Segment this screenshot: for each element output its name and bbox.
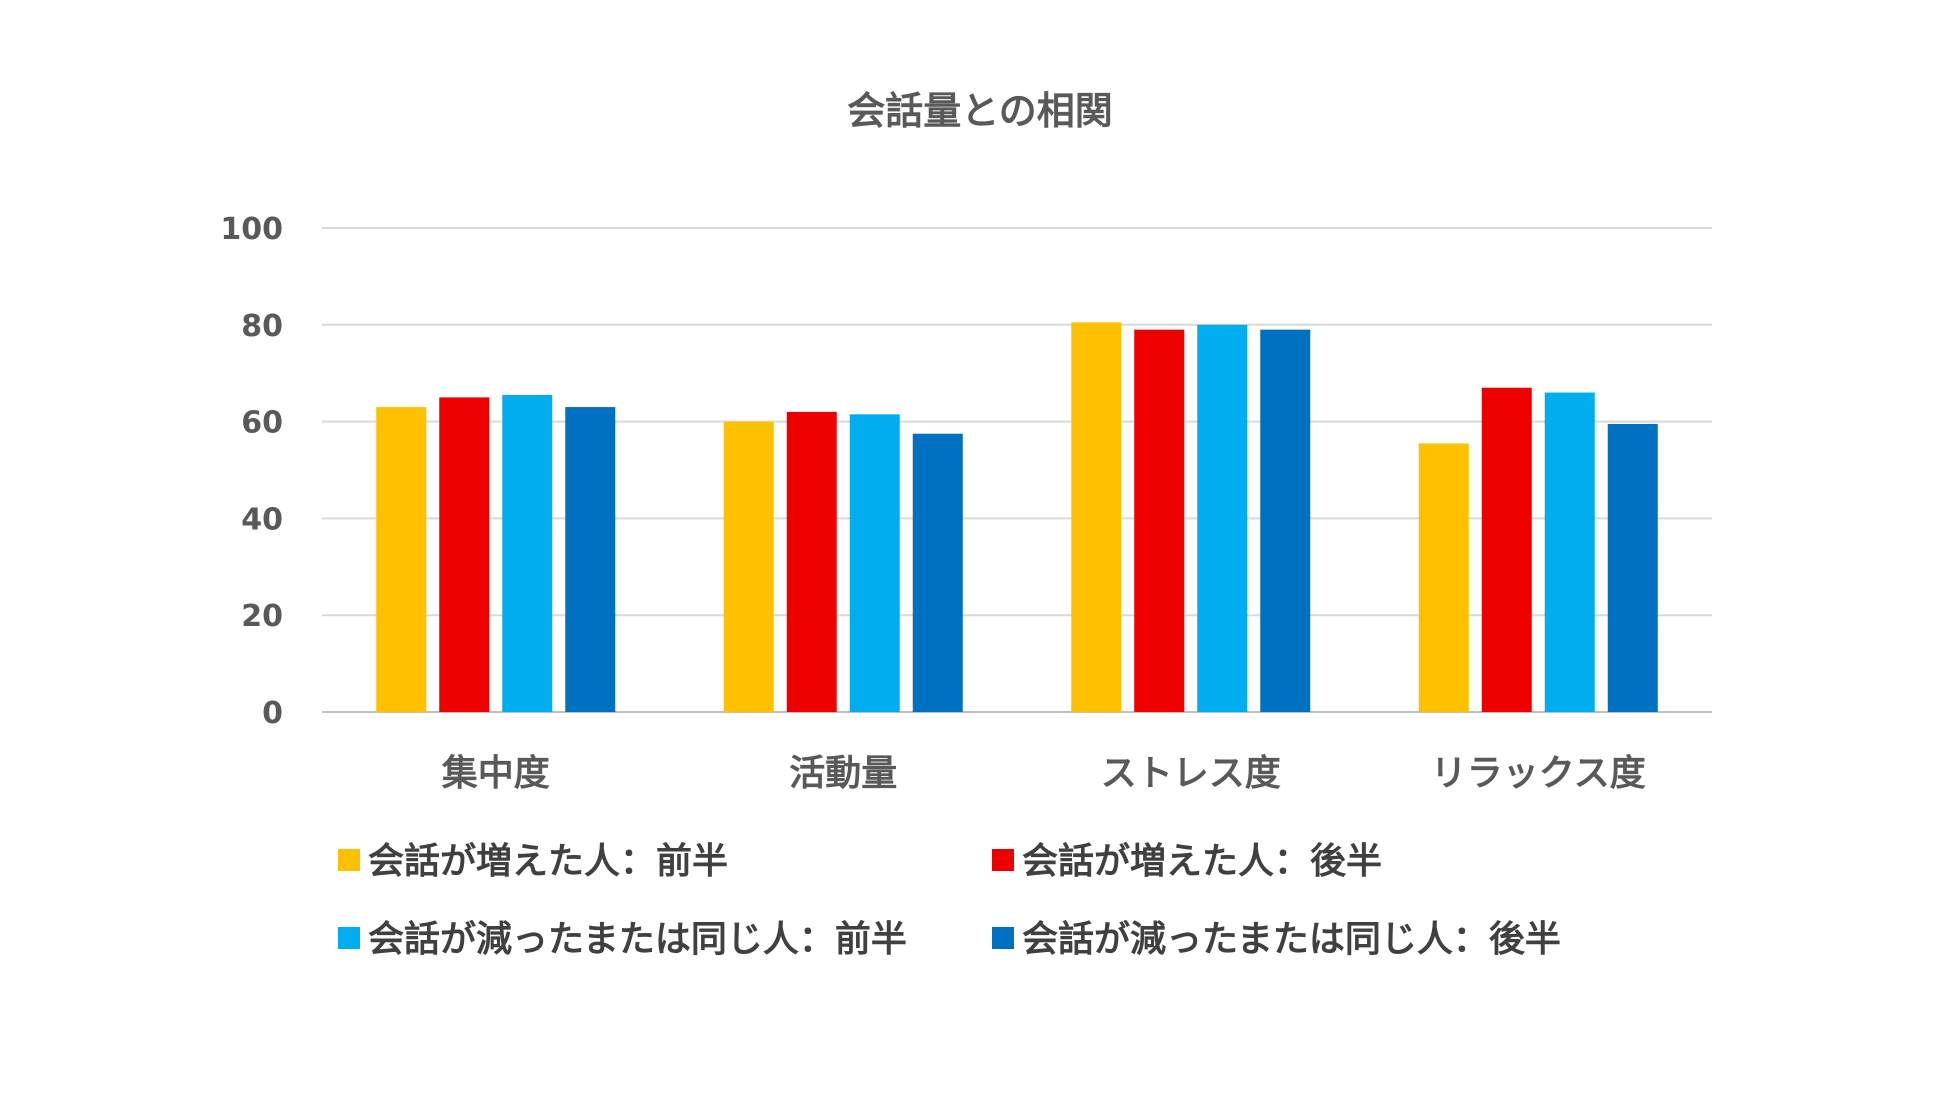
chart-title: 会話量との相関 bbox=[847, 89, 1113, 133]
y-tick-label: 40 bbox=[241, 502, 283, 537]
bar-series-1-category-3 bbox=[1071, 322, 1122, 712]
bar-series-2-category-4 bbox=[1481, 387, 1532, 712]
x-axis-ticks: 集中度 活動量 ストレス度 リラックス度 bbox=[441, 753, 1646, 794]
bar-series-1-category-4 bbox=[1418, 443, 1469, 712]
bar-series-3-category-3 bbox=[1197, 324, 1248, 712]
legend-label: 会話が増えた人：後半 bbox=[1022, 841, 1382, 882]
bar-series-4-category-4 bbox=[1607, 424, 1658, 712]
bar-series-4-category-3 bbox=[1260, 329, 1311, 712]
legend-swatch bbox=[338, 849, 360, 871]
legend-label: 会話が減ったまたは同じ人：前半 bbox=[368, 919, 907, 960]
legend-swatch bbox=[992, 849, 1014, 871]
y-tick-label: 20 bbox=[241, 599, 283, 634]
bar-series-3-category-1 bbox=[502, 394, 553, 712]
legend-label: 会話が増えた人：前半 bbox=[368, 841, 728, 882]
x-tick-label: リラックス度 bbox=[1431, 753, 1646, 794]
y-tick-label: 60 bbox=[241, 406, 283, 441]
bar-series-3-category-2 bbox=[849, 414, 900, 712]
bar-series-1-category-1 bbox=[376, 407, 427, 712]
x-tick-label: 活動量 bbox=[789, 753, 897, 794]
gridlines bbox=[322, 227, 1712, 713]
bar-series-1-category-2 bbox=[723, 421, 774, 712]
y-tick-label: 80 bbox=[241, 309, 283, 344]
y-tick-label: 100 bbox=[220, 212, 283, 247]
legend-label: 会話が減ったまたは同じ人：後半 bbox=[1022, 919, 1561, 960]
bar-series-3-category-4 bbox=[1544, 392, 1595, 712]
bar-series-4-category-2 bbox=[912, 433, 963, 712]
x-tick-label: 集中度 bbox=[441, 753, 550, 794]
bar-series-4-category-1 bbox=[565, 407, 616, 712]
bar-series-2-category-3 bbox=[1134, 329, 1185, 712]
bar-series-2-category-2 bbox=[786, 411, 837, 712]
y-axis-ticks: 0 20 40 60 80 100 bbox=[220, 212, 283, 731]
bars bbox=[376, 322, 1658, 712]
legend-swatch bbox=[338, 927, 360, 949]
y-tick-label: 0 bbox=[262, 696, 283, 731]
x-tick-label: ストレス度 bbox=[1101, 753, 1281, 794]
bar-series-2-category-1 bbox=[439, 397, 490, 712]
legend-swatch bbox=[992, 927, 1014, 949]
